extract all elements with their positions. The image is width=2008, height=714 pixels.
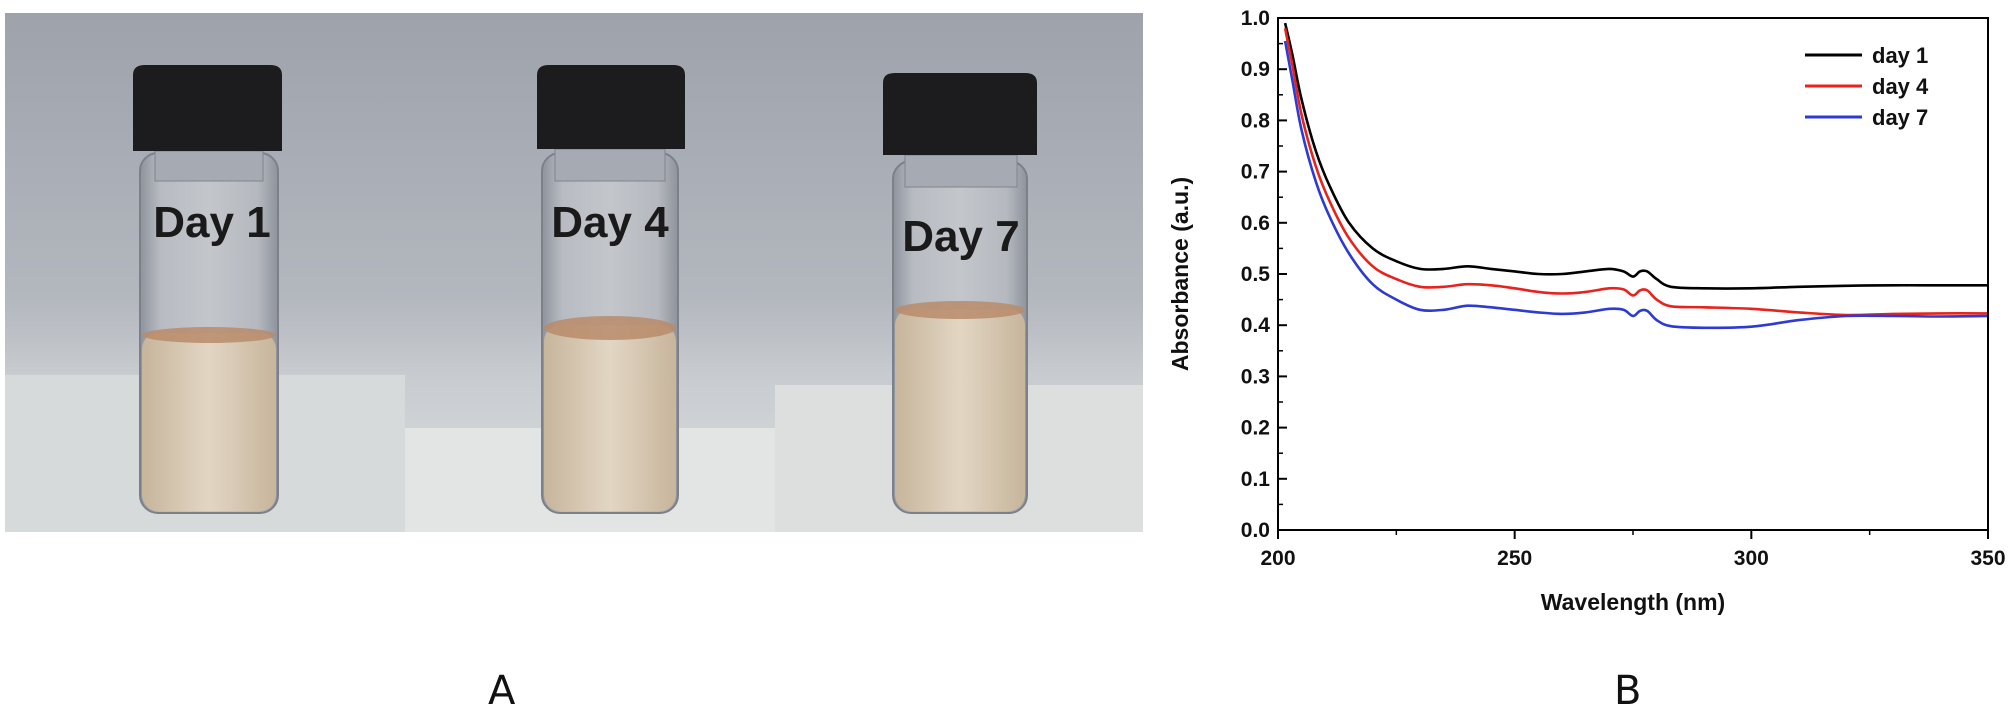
vial-cap	[883, 73, 1037, 155]
x-tick-label: 350	[1970, 547, 2005, 570]
x-tick-label: 200	[1260, 547, 1295, 570]
vial-liquid	[142, 333, 276, 511]
vial-label-day-7: Day 7	[902, 212, 1019, 261]
vial-label-day-4: Day 4	[551, 198, 669, 247]
vial-meniscus	[544, 316, 676, 340]
absorbance-chart: 0.0 0.1 0.2 0.3 0.4 0.5 0.6 0.7 0.8 0.9 1.0 200 250…	[1167, 7, 2006, 615]
plot-frame	[1277, 17, 1989, 531]
vial-day-4: Day 4	[537, 65, 685, 514]
vial-liquid	[544, 325, 676, 511]
vial-label-day-1: Day 1	[153, 198, 270, 247]
x-tick-label: 300	[1734, 547, 1769, 570]
vial-day-7: Day 7	[883, 73, 1037, 514]
series-line-day-4	[1283, 27, 1989, 317]
y-axis: 0.0 0.1 0.2 0.3 0.4 0.5 0.6 0.7 0.8 0.9 1.0	[1241, 7, 1287, 542]
panel-label-a: A	[488, 668, 516, 714]
vial-liquid	[895, 309, 1025, 511]
y-tick-label: 0.4	[1241, 314, 1271, 337]
vial-meniscus	[895, 301, 1025, 319]
series-layer	[1283, 22, 1989, 330]
vial-meniscus	[142, 327, 276, 343]
vial-cap	[133, 65, 282, 151]
x-tick-label: 250	[1497, 547, 1532, 570]
y-axis-title: Absorbance (a.u.)	[1167, 177, 1193, 371]
x-axis: 200 250 300 350	[1260, 530, 2006, 570]
series-line-day-7	[1283, 40, 1989, 330]
y-tick-label: 0.6	[1241, 212, 1270, 235]
y-tick-label: 0.7	[1241, 161, 1270, 184]
vial-day-1: Day 1	[133, 65, 282, 514]
y-tick-label: 0.0	[1241, 519, 1270, 542]
y-tick-label: 0.1	[1241, 468, 1271, 491]
x-axis-title: Wavelength (nm)	[1541, 589, 1725, 615]
y-tick-label: 0.2	[1241, 417, 1270, 440]
y-tick-label: 0.3	[1241, 365, 1270, 388]
legend-label: day 4	[1872, 74, 1929, 99]
legend-label: day 1	[1872, 43, 1928, 68]
legend-label: day 7	[1872, 105, 1928, 130]
y-tick-label: 0.8	[1241, 109, 1271, 132]
vials-photo: Day 1 Day 4 Day 7	[5, 13, 1143, 532]
y-tick-label: 0.9	[1241, 58, 1270, 81]
vial-cap	[537, 65, 685, 149]
panel-label-b: B	[1614, 668, 1642, 714]
series-line-day-1	[1283, 22, 1988, 290]
legend: day 1 day 4 day 7	[1805, 43, 1929, 130]
y-tick-label: 1.0	[1241, 7, 1270, 30]
y-tick-label: 0.5	[1241, 263, 1271, 286]
